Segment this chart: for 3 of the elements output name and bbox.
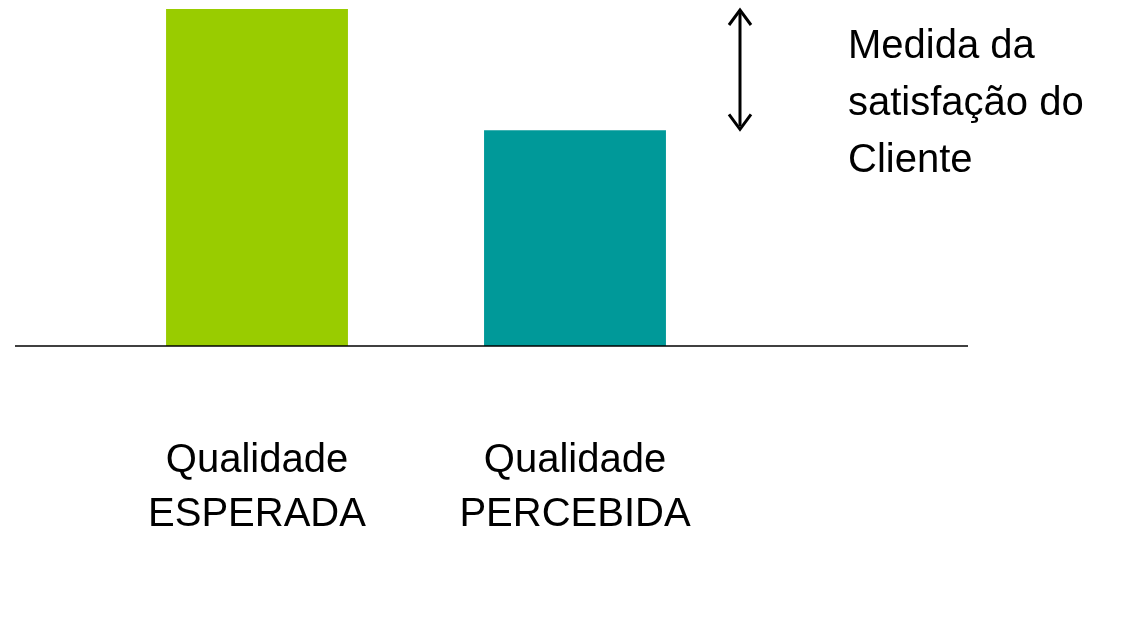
annotation: Medida da satisfação do Cliente [848, 21, 1085, 182]
x-tick-label: Qualidade ESPERADA [148, 436, 367, 535]
x-tick-label: Qualidade PERCEBIDA [459, 436, 691, 535]
